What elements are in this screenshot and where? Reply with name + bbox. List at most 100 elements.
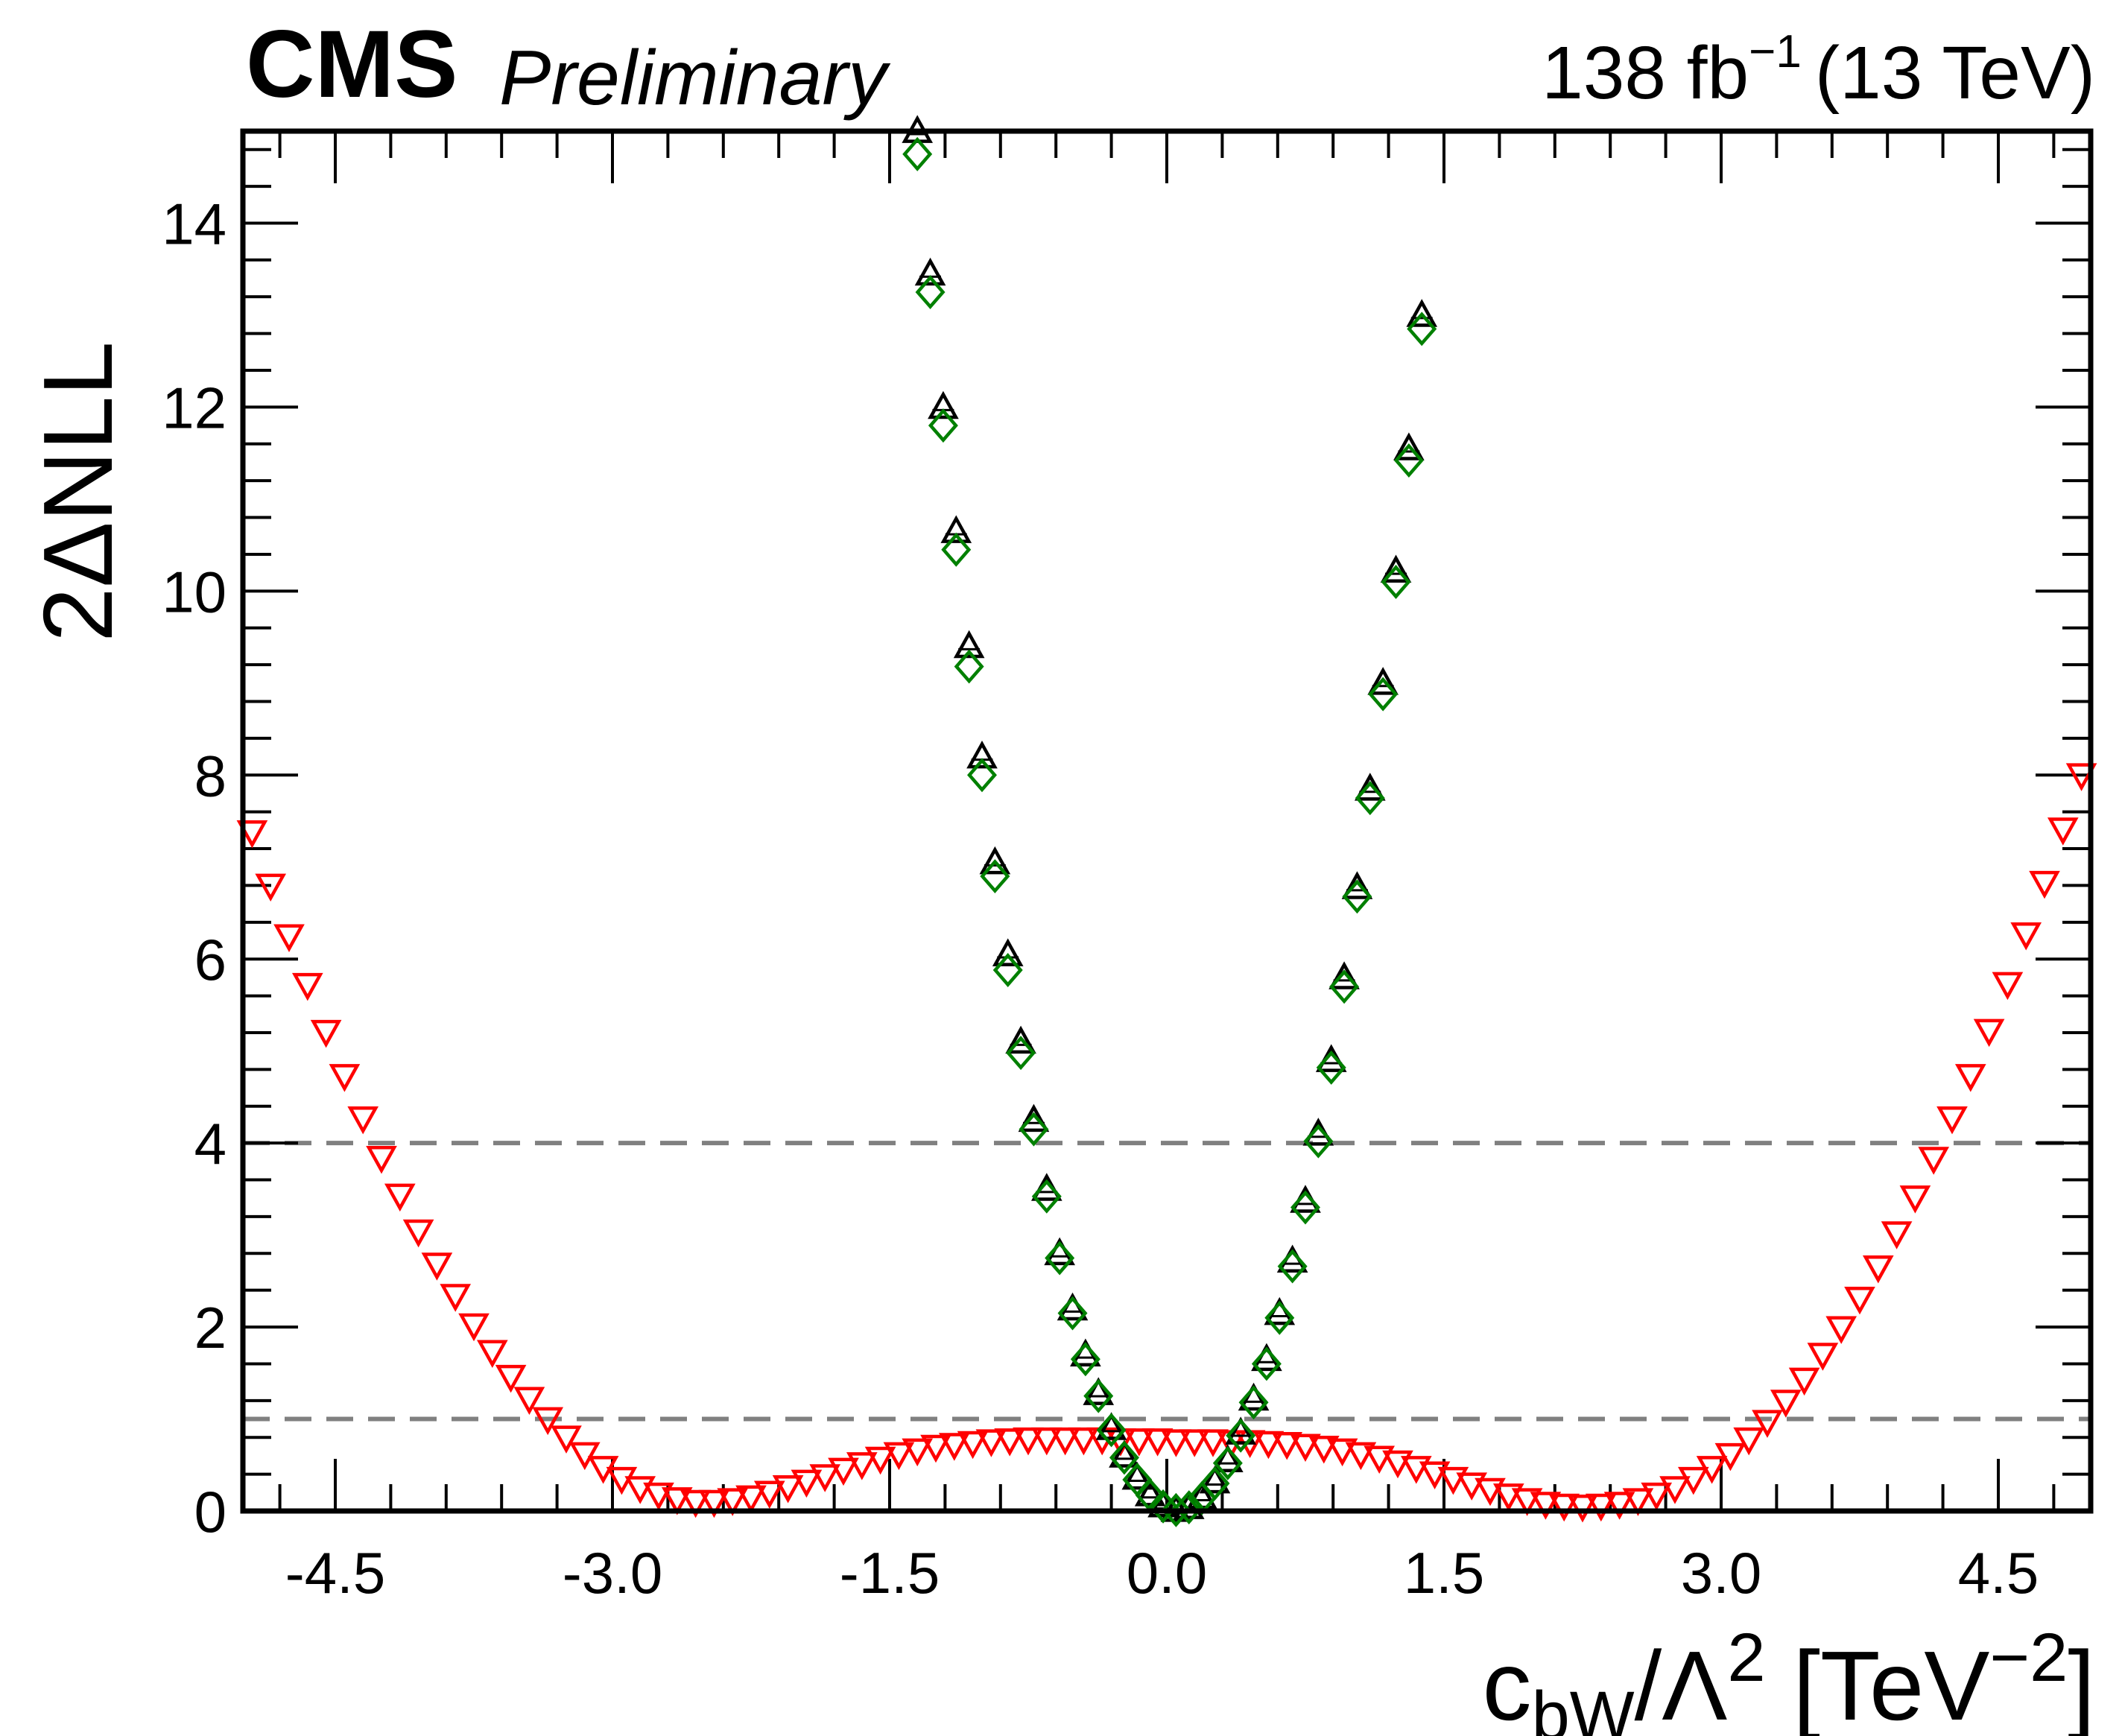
data-point-triangle-down: [902, 1438, 934, 1467]
data-point-triangle-down: [1936, 1106, 1968, 1135]
data-point-triangle-up: [953, 630, 985, 659]
data-point-diamond: [1057, 1296, 1088, 1331]
data-point-diamond: [1226, 1418, 1256, 1453]
data-point-triangle-up: [1083, 1377, 1115, 1405]
data-point-triangle-down: [366, 1146, 397, 1174]
data-point-triangle-down: [236, 820, 268, 849]
y-tick-label: 14: [162, 191, 227, 256]
data-point-triangle-down: [1326, 1438, 1358, 1467]
data-point-triangle-up: [940, 515, 972, 543]
data-point-triangle-down: [1825, 1316, 1857, 1344]
y-tick-label: 10: [162, 559, 227, 624]
data-point-triangle-up: [1406, 299, 1438, 327]
data-point-diamond: [1251, 1346, 1282, 1381]
x-tick-label: -3.0: [563, 1540, 662, 1606]
data-point-diamond: [1083, 1378, 1114, 1413]
data-point-triangle-up: [1018, 1103, 1050, 1132]
data-point-triangle-down: [717, 1488, 749, 1516]
x-tick-label: 4.5: [1958, 1540, 2039, 1606]
axis-ticks: [243, 131, 2091, 1512]
data-point-triangle-down: [551, 1425, 582, 1454]
status-label: Preliminary: [499, 35, 891, 121]
data-point-triangle-down: [791, 1469, 823, 1498]
data-point-triangle-down: [938, 1433, 970, 1461]
data-point-triangle-down: [1271, 1432, 1303, 1460]
y-tick-label: 4: [194, 1111, 227, 1176]
data-point-triangle-down: [1548, 1493, 1580, 1522]
data-point-diamond: [1368, 677, 1399, 712]
data-point-triangle-up: [979, 846, 1011, 875]
lumi-value: 138 fb: [1542, 31, 1749, 115]
data-point-triangle-down: [1364, 1445, 1396, 1474]
data-point-triangle-down: [291, 972, 323, 1001]
lumi-energy: (13 TeV): [1815, 31, 2095, 115]
data-point-triangle-down: [513, 1387, 545, 1416]
y-axis-label: 2ΔNLL: [23, 341, 133, 642]
data-point-triangle-up: [1341, 871, 1373, 899]
data-point-triangle-down: [1659, 1476, 1691, 1504]
data-point-diamond: [1238, 1385, 1269, 1420]
data-point-triangle-down: [1973, 1019, 2005, 1048]
data-point-triangle-down: [920, 1434, 951, 1463]
data-point-triangle-down: [1733, 1427, 1765, 1456]
data-point-triangle-down: [1603, 1492, 1635, 1520]
data-point-triangle-down: [975, 1429, 1007, 1457]
data-point-triangle-down: [1807, 1343, 1839, 1371]
data-point-triangle-down: [1881, 1221, 1913, 1249]
data-point-triangle-down: [1068, 1427, 1100, 1456]
y-tick-label: 8: [194, 743, 227, 808]
data-point-diamond: [1200, 1466, 1230, 1501]
data-point-triangle-down: [661, 1487, 693, 1515]
data-point-diamond: [1316, 1050, 1346, 1085]
data-point-triangle-down: [402, 1219, 434, 1248]
data-point-triangle-down: [2029, 870, 2060, 899]
x-label-pow: 2: [1727, 1620, 1765, 1696]
series-black-up-triangles: [902, 115, 1438, 1522]
data-point-triangle-down: [1160, 1429, 1192, 1457]
data-point-diamond: [1355, 781, 1385, 816]
data-point-triangle-down: [2010, 922, 2042, 951]
data-point-triangle-down: [1696, 1456, 1728, 1484]
data-point-diamond: [1381, 565, 1411, 599]
x-label-slash: /Λ: [1635, 1631, 1728, 1736]
data-point-triangle-down: [1899, 1185, 1931, 1214]
data-point-diamond: [1031, 1179, 1062, 1214]
data-point-triangle-down: [1918, 1147, 1950, 1175]
data-point-diamond: [967, 758, 997, 793]
data-point-triangle-up: [928, 390, 959, 419]
data-point-triangle-up: [1393, 432, 1425, 460]
data-point-diamond: [1342, 879, 1372, 914]
data-point-triangle-down: [1179, 1429, 1211, 1457]
data-point-diamond: [1161, 1492, 1191, 1527]
data-point-triangle-down: [568, 1442, 601, 1471]
data-point-triangle-up: [1354, 773, 1386, 801]
plot-frame: [240, 128, 2094, 1514]
data-point-triangle-down: [698, 1489, 730, 1518]
x-tick-label: -1.5: [840, 1540, 940, 1606]
data-point-triangle-down: [1437, 1466, 1469, 1495]
data-point-triangle-down: [1788, 1367, 1820, 1396]
data-point-triangle-down: [421, 1252, 453, 1281]
data-point-diamond: [954, 649, 984, 684]
data-point-triangle-down: [1511, 1488, 1543, 1516]
data-point-triangle-down: [994, 1428, 1026, 1457]
data-point-triangle-down: [1475, 1477, 1506, 1507]
data-point-triangle-down: [680, 1489, 712, 1518]
data-point-triangle-up: [1328, 961, 1360, 989]
y-tick-label: 0: [194, 1479, 227, 1545]
data-point-triangle-down: [1290, 1434, 1321, 1462]
data-point-triangle-up: [914, 257, 946, 286]
data-point-triangle-up: [1199, 1465, 1231, 1494]
data-point-triangle-down: [1049, 1427, 1081, 1456]
data-point-triangle-down: [883, 1442, 915, 1471]
data-point-triangle-down: [735, 1485, 767, 1514]
data-point-diamond: [1174, 1490, 1204, 1525]
data-point-triangle-down: [1141, 1428, 1174, 1457]
data-point-triangle-down: [495, 1364, 527, 1393]
data-point-triangle-down: [1345, 1442, 1377, 1471]
data-point-triangle-down: [458, 1313, 490, 1342]
data-point-diamond: [1045, 1241, 1075, 1276]
data-point-triangle-down: [772, 1475, 804, 1504]
data-point-triangle-down: [532, 1407, 564, 1436]
data-point-triangle-down: [1622, 1488, 1654, 1516]
